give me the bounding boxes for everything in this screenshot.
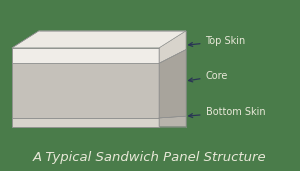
Polygon shape (159, 50, 186, 118)
Text: Bottom Skin: Bottom Skin (189, 107, 265, 117)
Polygon shape (12, 63, 159, 118)
Text: Top Skin: Top Skin (189, 36, 246, 46)
Polygon shape (12, 31, 186, 48)
Polygon shape (159, 31, 186, 63)
Polygon shape (12, 48, 159, 63)
Text: A Typical Sandwich Panel Structure: A Typical Sandwich Panel Structure (33, 151, 267, 164)
Text: Core: Core (189, 71, 228, 82)
Polygon shape (159, 116, 186, 127)
Polygon shape (12, 118, 159, 127)
